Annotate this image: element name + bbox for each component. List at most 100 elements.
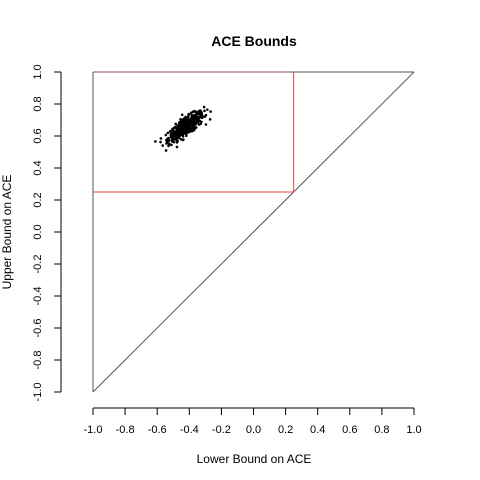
y-axis-label: Upper Bound on ACE (0, 175, 14, 290)
data-point (195, 119, 199, 122)
chart-title: ACE Bounds (211, 33, 297, 49)
x-tick-label: -0.8 (116, 424, 135, 436)
data-point (176, 124, 179, 127)
data-point (204, 123, 208, 126)
y-tick-label: 1.0 (32, 64, 44, 79)
data-point (208, 118, 212, 121)
data-point (170, 138, 174, 142)
x-tick-label: -1.0 (84, 424, 103, 436)
data-point (182, 128, 186, 132)
data-point (183, 131, 187, 134)
x-tick-label: 0.4 (310, 424, 325, 436)
data-point (183, 123, 187, 127)
data-point (190, 111, 193, 114)
data-point (159, 137, 163, 140)
data-point (204, 113, 208, 117)
scatter-points (154, 105, 212, 152)
data-point (206, 108, 209, 111)
x-tick-label: -0.6 (148, 424, 167, 436)
data-point (165, 138, 168, 142)
data-point (180, 118, 184, 122)
data-point (171, 129, 174, 132)
data-point (179, 137, 183, 141)
y-tick-label: 0.2 (32, 192, 44, 207)
data-point (172, 140, 176, 144)
data-point (172, 131, 176, 135)
data-point (202, 105, 206, 109)
data-point (175, 133, 178, 136)
data-point (167, 144, 170, 148)
data-point (172, 126, 176, 130)
x-tick-label: 0.0 (246, 424, 261, 436)
data-point (185, 130, 189, 134)
data-point (185, 118, 189, 121)
data-point (198, 112, 202, 116)
y-tick-label: 0.8 (32, 96, 44, 111)
data-point (178, 126, 181, 129)
data-point (168, 142, 171, 146)
data-point (179, 123, 182, 127)
x-tick-label: -0.2 (212, 424, 231, 436)
data-point (161, 144, 165, 147)
y-tick-label: 0.4 (32, 160, 44, 175)
x-tick-label: 0.8 (374, 424, 389, 436)
y-tick-label: -0.8 (32, 351, 44, 370)
data-point (196, 111, 200, 115)
data-point (181, 123, 185, 127)
x-tick-label: -0.4 (180, 424, 199, 436)
data-point (197, 123, 201, 126)
data-point (192, 124, 196, 128)
data-point (175, 138, 178, 142)
data-point (164, 133, 168, 137)
data-point (159, 140, 162, 144)
data-point (180, 113, 184, 117)
data-point (188, 120, 192, 124)
data-point (200, 113, 204, 117)
data-point (179, 130, 183, 133)
data-point (184, 127, 188, 131)
data-point (168, 139, 171, 142)
y-tick-label: 0.6 (32, 128, 44, 143)
red-box (93, 71, 295, 193)
data-point (194, 110, 198, 114)
y-tick-label: -0.6 (32, 319, 44, 338)
data-point (154, 140, 157, 143)
y-tick-label: -0.4 (32, 287, 44, 306)
data-point (188, 130, 192, 133)
data-point (165, 142, 168, 145)
data-point (170, 143, 173, 147)
y-tick-label: 0.0 (32, 224, 44, 239)
data-point (209, 110, 212, 113)
data-point (181, 138, 184, 142)
data-point (193, 116, 196, 119)
data-point (191, 114, 195, 118)
x-axis-label: Lower Bound on ACE (197, 452, 312, 466)
data-point (201, 115, 204, 119)
data-point (203, 109, 206, 113)
x-tick-label: 0.2 (278, 424, 293, 436)
data-point (169, 133, 173, 137)
data-point (175, 145, 179, 149)
data-point (164, 149, 168, 152)
axes: -1.0 -0.8 -0.6 -0.4 -0.2 0.0 0.2 0.4 0.6 0.8 1.0 -1… (32, 64, 422, 436)
y-tick-label: -1.0 (32, 383, 44, 402)
data-point (190, 118, 193, 122)
reference-line-diagonal (92, 71, 415, 393)
data-point (198, 119, 201, 123)
data-point (185, 134, 188, 138)
data-point (166, 131, 170, 135)
reference-lines (92, 71, 415, 393)
data-point (187, 125, 191, 129)
data-point (178, 133, 182, 137)
data-point (182, 117, 186, 120)
y-tick-label: -0.2 (32, 255, 44, 274)
data-point (196, 115, 199, 119)
x-tick-label: 0.6 (342, 424, 357, 436)
data-point (187, 112, 191, 116)
data-point (180, 132, 184, 136)
data-point (193, 127, 197, 130)
data-point (174, 122, 178, 126)
x-tick-label: 1.0 (406, 424, 421, 436)
data-point (191, 120, 194, 124)
